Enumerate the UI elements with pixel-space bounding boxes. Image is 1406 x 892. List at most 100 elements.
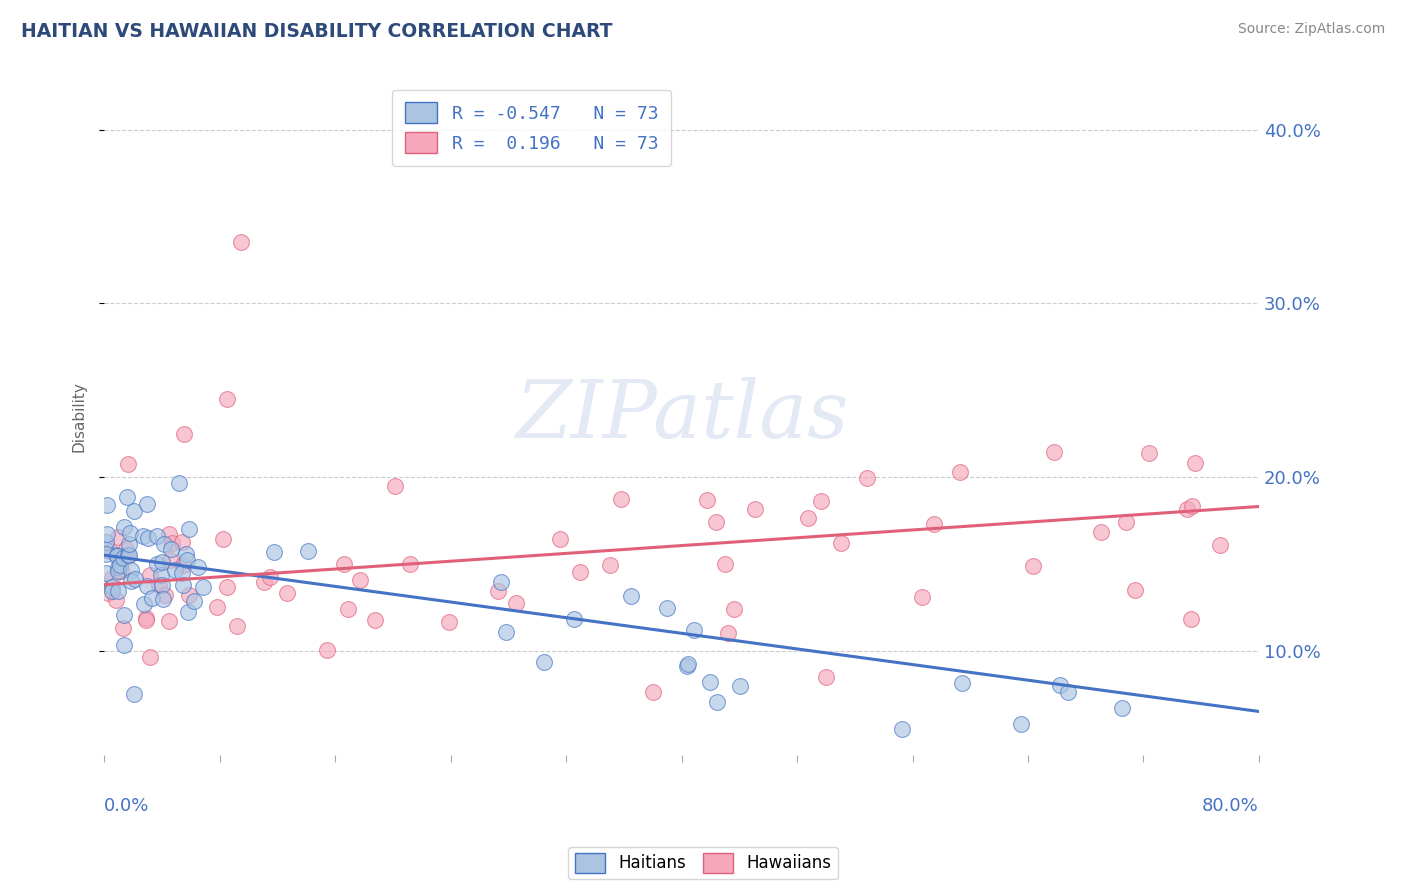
- Point: [699, 674, 721, 689]
- Point: [96, 527, 118, 541]
- Point: [1180, 612, 1202, 626]
- Point: [141, 591, 163, 606]
- Legend: R = -0.547   N = 73, R =  0.196   N = 73: R = -0.547 N = 73, R = 0.196 N = 73: [392, 90, 671, 166]
- Point: [398, 558, 420, 572]
- Point: [810, 493, 832, 508]
- Point: [146, 529, 169, 543]
- Point: [136, 579, 159, 593]
- Point: [1057, 685, 1080, 699]
- Point: [157, 527, 180, 541]
- Point: [157, 615, 180, 629]
- Point: [728, 679, 751, 693]
- Point: [172, 558, 194, 572]
- Point: [135, 610, 157, 624]
- Point: [610, 492, 633, 507]
- Point: [148, 578, 170, 592]
- Point: [191, 580, 214, 594]
- Point: [107, 564, 129, 578]
- Point: [174, 547, 197, 561]
- Point: [891, 722, 914, 736]
- Point: [211, 532, 233, 546]
- Point: [911, 591, 934, 605]
- Point: [830, 535, 852, 549]
- Point: [165, 563, 187, 577]
- Point: [94, 547, 117, 561]
- Point: [136, 497, 159, 511]
- Point: [124, 572, 146, 586]
- Point: [118, 526, 141, 541]
- Point: [215, 392, 238, 406]
- Text: Source: ZipAtlas.com: Source: ZipAtlas.com: [1237, 22, 1385, 37]
- Point: [797, 511, 820, 525]
- Point: [105, 548, 128, 562]
- Point: [170, 566, 193, 580]
- Point: [149, 568, 172, 582]
- Point: [153, 537, 176, 551]
- Point: [115, 549, 138, 564]
- Point: [120, 574, 142, 588]
- Point: [548, 532, 571, 546]
- Y-axis label: Disability: Disability: [72, 381, 86, 451]
- Point: [136, 531, 159, 545]
- Point: [114, 542, 136, 557]
- Point: [100, 580, 122, 594]
- Point: [704, 515, 727, 529]
- Point: [108, 558, 131, 572]
- Point: [117, 548, 139, 562]
- Point: [104, 593, 127, 607]
- Point: [226, 618, 249, 632]
- Point: [1111, 700, 1133, 714]
- Point: [183, 594, 205, 608]
- Point: [1090, 525, 1112, 540]
- Point: [112, 520, 135, 534]
- Point: [437, 615, 460, 629]
- Point: [152, 555, 174, 569]
- Point: [98, 543, 121, 558]
- Point: [495, 625, 517, 640]
- Point: [122, 504, 145, 518]
- Point: [489, 574, 512, 589]
- Point: [349, 573, 371, 587]
- Point: [107, 549, 129, 564]
- Point: [139, 650, 162, 665]
- Point: [336, 601, 359, 615]
- Point: [949, 465, 972, 479]
- Point: [152, 592, 174, 607]
- Point: [112, 551, 135, 566]
- Point: [297, 544, 319, 558]
- Point: [94, 566, 117, 581]
- Point: [263, 545, 285, 559]
- Point: [1021, 559, 1043, 574]
- Text: 0.0%: 0.0%: [104, 797, 149, 814]
- Point: [714, 557, 737, 571]
- Point: [177, 588, 200, 602]
- Point: [253, 575, 276, 590]
- Point: [682, 623, 704, 637]
- Point: [150, 577, 173, 591]
- Point: [132, 529, 155, 543]
- Point: [159, 542, 181, 557]
- Point: [159, 553, 181, 567]
- Point: [1010, 716, 1032, 731]
- Point: [723, 601, 745, 615]
- Point: [364, 613, 387, 627]
- Point: [641, 685, 664, 699]
- Text: 80.0%: 80.0%: [1202, 797, 1258, 814]
- Point: [112, 638, 135, 652]
- Point: [187, 560, 209, 574]
- Point: [333, 558, 356, 572]
- Point: [315, 643, 337, 657]
- Point: [176, 605, 198, 619]
- Point: [110, 564, 132, 578]
- Point: [112, 607, 135, 622]
- Point: [167, 476, 190, 491]
- Point: [107, 560, 129, 574]
- Point: [122, 687, 145, 701]
- Point: [100, 571, 122, 585]
- Point: [97, 586, 120, 600]
- Point: [117, 457, 139, 471]
- Point: [172, 578, 194, 592]
- Point: [568, 565, 591, 579]
- Point: [1175, 501, 1198, 516]
- Point: [678, 657, 700, 671]
